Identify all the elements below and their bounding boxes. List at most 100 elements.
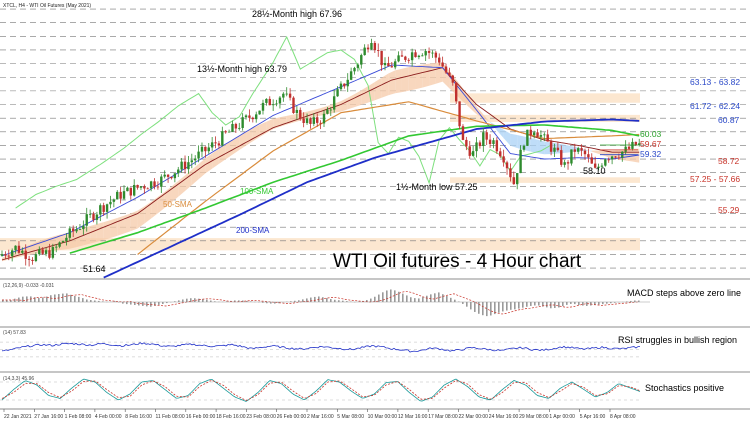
candle-body	[245, 115, 247, 117]
annotation-51-64: 51.64	[83, 264, 106, 274]
candle-body	[306, 118, 308, 123]
macd-bar	[18, 298, 20, 302]
candle-body	[350, 71, 352, 80]
candle-body	[119, 192, 121, 199]
candle-body	[340, 84, 342, 90]
candle-body	[316, 117, 318, 123]
macd-bar	[482, 302, 484, 315]
candle-body	[404, 57, 406, 60]
macd-bar	[506, 302, 508, 311]
candle-body	[509, 168, 511, 177]
candle-body	[523, 146, 525, 150]
candle	[458, 101, 460, 129]
macd-bar	[526, 302, 528, 307]
macd-bar	[602, 302, 604, 304]
candle-body	[611, 156, 613, 159]
candle-body	[55, 247, 57, 248]
cloud-segment	[388, 70, 395, 95]
macd-bar	[90, 300, 92, 302]
candle-body	[513, 177, 515, 184]
candle-body	[496, 140, 498, 151]
macd-bar	[374, 297, 376, 302]
candle-body	[187, 162, 189, 169]
candle-body	[438, 58, 440, 63]
macd-bar	[314, 297, 316, 302]
candle-body	[252, 118, 254, 119]
candle-body	[347, 80, 349, 86]
candle	[526, 130, 528, 146]
chart-title: WTI Oil futures - 4 Hour chart	[333, 251, 582, 272]
x-tick-label: 29 Mar 08:00	[519, 414, 549, 420]
x-tick-label: 5 Mar 08:00	[337, 414, 364, 420]
candle-body	[421, 55, 423, 56]
macd-bar	[570, 302, 572, 304]
candle-body	[136, 185, 138, 188]
macd-bar	[422, 297, 424, 302]
macd-bar	[386, 290, 388, 302]
candle-body	[197, 152, 199, 159]
candle-body	[533, 132, 535, 135]
candle-body	[326, 110, 328, 114]
candle-body	[28, 259, 30, 260]
candle-body	[109, 202, 111, 204]
level-label-63-13: 63.13 - 63.82	[690, 77, 740, 87]
cloud-segment	[104, 220, 111, 240]
macd-bar	[194, 298, 196, 302]
candle-body	[441, 63, 443, 67]
candle-body	[272, 104, 274, 105]
candle-body	[424, 51, 426, 55]
macd-bar	[454, 300, 456, 302]
x-tick-label: 27 Jan 16:00	[34, 414, 63, 420]
candle-body	[448, 73, 450, 76]
macd-bar	[186, 299, 188, 302]
macd-bar	[514, 302, 516, 309]
candle-body	[262, 103, 264, 111]
candle-body	[323, 114, 325, 124]
candle-body	[65, 238, 67, 241]
candle-body	[319, 123, 321, 124]
candle-body	[269, 99, 271, 105]
candle-body	[526, 130, 528, 146]
candle-body	[241, 117, 243, 128]
x-tick-label: 11 Feb 08:00	[156, 414, 185, 420]
candle-body	[48, 250, 50, 258]
macd-bar	[322, 297, 324, 302]
macd-bar	[574, 302, 576, 304]
candle-body	[591, 157, 593, 163]
candle-body	[140, 186, 142, 187]
candle-body	[11, 250, 13, 256]
candle-body	[506, 162, 508, 168]
candle-body	[543, 134, 545, 135]
candle-body	[577, 148, 579, 152]
candle-body	[608, 159, 610, 160]
candle-body	[411, 52, 413, 60]
candle-body	[150, 181, 152, 188]
candle-body	[482, 132, 484, 146]
macd-bar	[82, 298, 84, 302]
candle-body	[384, 63, 386, 65]
candle-body	[492, 140, 494, 144]
x-tick-label: 1 Feb 08:00	[65, 414, 92, 420]
macd-bar	[474, 302, 476, 312]
candle-body	[489, 140, 491, 144]
macd-bar	[162, 302, 164, 304]
macd-bar	[298, 300, 300, 302]
candle-body	[279, 98, 281, 104]
macd-bar	[390, 289, 392, 302]
candle-body	[238, 128, 240, 129]
macd-bar	[22, 297, 24, 302]
candle-body	[547, 134, 549, 141]
x-tick-label: 17 Mar 08:00	[428, 414, 458, 420]
candle-body	[102, 205, 104, 212]
candle-body	[584, 151, 586, 155]
macd-bar	[330, 299, 332, 302]
candle-body	[570, 149, 572, 163]
level-label-59-67: 59.67	[640, 139, 662, 149]
x-tick-label: 18 Feb 16:00	[216, 414, 246, 420]
level-label-61-72: 61.72 - 62.24	[690, 101, 740, 111]
candle-body	[309, 118, 311, 124]
macd-bar	[66, 293, 68, 302]
candle-body	[191, 160, 193, 162]
